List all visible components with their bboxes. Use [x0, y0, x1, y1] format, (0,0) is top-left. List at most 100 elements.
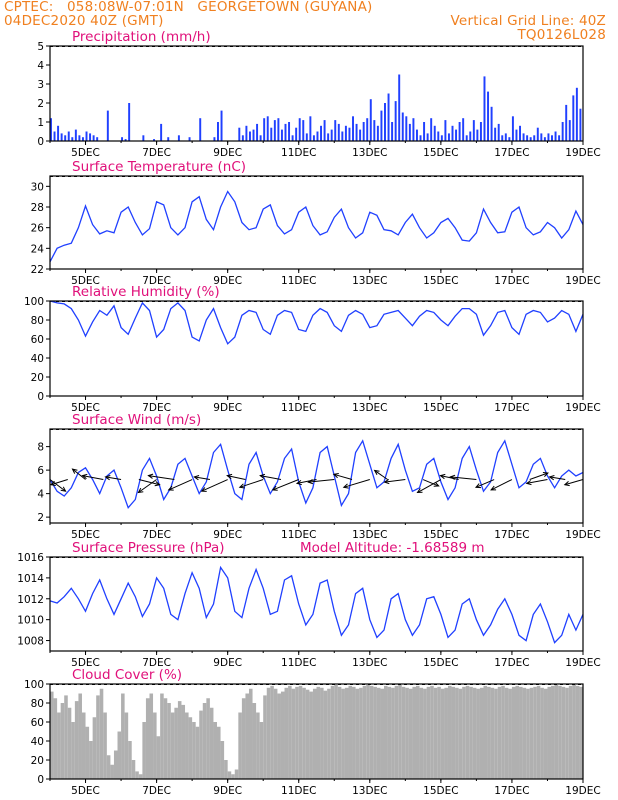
cloud-ytick-label: 60	[31, 717, 44, 729]
temp-xtick-label: 5DEC	[71, 275, 100, 287]
cloud-bar	[160, 693, 164, 779]
precip-bar	[270, 127, 273, 141]
precip-ytick-label: 4	[37, 60, 44, 72]
precip-bar	[337, 123, 340, 141]
cloud-bar	[483, 685, 488, 779]
precip-xtick-label: 11DEC	[281, 147, 316, 159]
precip-ytick-label: 0	[37, 136, 44, 148]
precip-bar	[177, 135, 180, 141]
precip-bar	[547, 133, 550, 141]
temp-ytick-label: 30	[31, 181, 44, 193]
wind-arrow-head	[81, 473, 88, 480]
precip-bar	[277, 118, 280, 141]
precip-bar	[511, 116, 514, 141]
cloud-bar	[376, 687, 381, 779]
wind-arrow-head	[60, 486, 67, 492]
wind-arrow-shaft	[168, 479, 193, 491]
precip-bar	[504, 133, 507, 141]
cloud-bar	[533, 686, 537, 779]
precip-bar	[280, 129, 283, 141]
wind-series-line	[49, 439, 584, 509]
precip-bar	[455, 129, 458, 141]
cloud-bar	[113, 750, 118, 779]
cloud-xtick-label: 13DEC	[352, 785, 387, 797]
cloud-bar	[391, 687, 395, 779]
cloud-bar	[106, 755, 111, 779]
precip-bar	[540, 133, 543, 141]
wind-arrow-head	[373, 469, 380, 476]
pres-series-line	[49, 565, 584, 644]
temp-xtick-label: 15DEC	[423, 275, 458, 287]
cloud-bar	[288, 685, 292, 779]
cloud-ytick-label: 0	[37, 774, 44, 786]
precip-xtick-label: 7DEC	[142, 147, 171, 159]
pres-ytick-label: 1008	[17, 636, 44, 648]
cloud-bar	[252, 703, 257, 779]
cloud-frame	[49, 683, 584, 780]
cloud-bar	[206, 698, 210, 779]
precip-bar	[252, 129, 255, 141]
precip-xtick-label: 17DEC	[494, 147, 529, 159]
wind-arrow-head	[200, 487, 207, 492]
cloud-bar	[241, 698, 246, 779]
wind-arrow-head	[137, 487, 144, 494]
wind-arrow-head	[525, 480, 532, 486]
precip-ytick-label: 1	[37, 117, 44, 129]
cloud-bar	[298, 685, 303, 779]
precip-bar	[334, 120, 337, 141]
precip-bar	[401, 112, 404, 141]
cloud-bar	[167, 703, 171, 779]
rh-xtick-label: 9DEC	[213, 402, 242, 414]
cloud-bar	[256, 712, 260, 779]
cloud-bar	[312, 688, 317, 779]
wind-arrow-head	[332, 473, 339, 479]
wind-arrow-head	[490, 485, 497, 491]
temp-ytick-label: 24	[31, 243, 45, 255]
cloud-bar	[476, 688, 480, 779]
pres-title: Surface Pressure (hPa)	[72, 540, 225, 556]
precip-bar	[536, 127, 539, 141]
precip-bar	[568, 120, 571, 141]
cloud-bar	[455, 687, 459, 779]
wind-arrow-head	[433, 481, 440, 487]
cloud-bar	[74, 701, 79, 779]
pres-xtick-label: 5DEC	[71, 657, 100, 669]
cloud-bar	[494, 688, 498, 779]
cloud-bar	[99, 688, 104, 779]
wind-arrow-head	[193, 475, 200, 481]
cloud-bar	[199, 710, 203, 779]
rh-xtick-label: 5DEC	[71, 402, 100, 414]
precip-bar	[376, 125, 379, 141]
cloud-xtick-label: 9DEC	[213, 785, 242, 797]
cloud-bar	[526, 688, 530, 779]
precip-bar	[565, 104, 568, 141]
precip-bar	[199, 118, 202, 141]
precip-bar	[465, 135, 468, 141]
precip-bar	[476, 129, 479, 141]
cloud-bar	[540, 687, 544, 779]
header-model-code: TQ0126L028	[517, 27, 606, 43]
precip-bar	[64, 135, 67, 141]
wind-arrow-head	[49, 480, 56, 486]
temp-ytick-label: 26	[31, 223, 45, 235]
cloud-bar	[92, 717, 97, 779]
precip-bar	[355, 123, 358, 141]
temp-xtick-label: 7DEC	[142, 275, 171, 287]
wind-arrow-shaft	[239, 479, 264, 488]
precip-bar	[74, 129, 77, 141]
precip-bar	[60, 133, 63, 141]
precip-bar	[344, 125, 347, 141]
pres-xtick-label: 13DEC	[352, 657, 387, 669]
wind-arrow-head	[71, 468, 78, 474]
cloud-bar	[245, 693, 249, 779]
cloud-bar	[156, 736, 161, 779]
wind-arrow-shaft	[82, 475, 104, 481]
precip-bar	[57, 125, 60, 141]
cloud-bar	[131, 760, 136, 779]
cloud-bar	[444, 687, 448, 779]
cloud-bar	[163, 698, 168, 779]
precip-bar	[533, 135, 536, 141]
wind-arrow-shaft	[50, 479, 68, 486]
rh-ytick-label: 20	[31, 372, 44, 384]
cloud-bar	[227, 771, 232, 779]
